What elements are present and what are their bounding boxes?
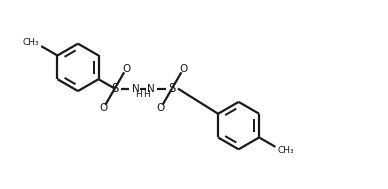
Text: S: S: [168, 82, 176, 95]
Text: O: O: [99, 103, 107, 113]
Text: N: N: [132, 84, 139, 94]
Text: O: O: [179, 64, 187, 74]
Text: N: N: [147, 84, 155, 94]
Text: O: O: [122, 64, 130, 74]
Text: H: H: [143, 90, 150, 99]
Text: O: O: [156, 103, 165, 113]
Text: CH₃: CH₃: [23, 38, 39, 47]
Text: H: H: [135, 90, 142, 99]
Text: S: S: [111, 82, 118, 95]
Text: CH₃: CH₃: [278, 146, 294, 155]
